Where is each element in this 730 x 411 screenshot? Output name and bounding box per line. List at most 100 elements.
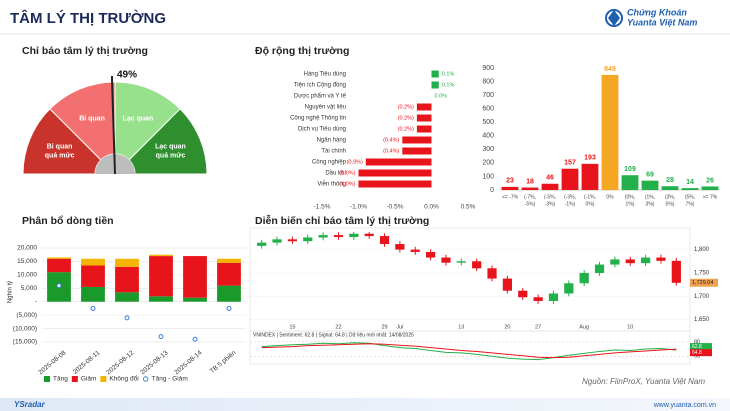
x-tick-label: -1%) — [565, 201, 576, 207]
x-tick-label: Aug — [579, 324, 589, 330]
x-tick-label: 27 — [535, 324, 541, 330]
gauge-needle — [110, 76, 116, 175]
hbar — [416, 114, 432, 122]
stacked-bar — [47, 258, 71, 273]
x-tick-label: 5%) — [666, 201, 675, 207]
x-tick-label: 10 — [627, 324, 633, 330]
footer-band — [0, 398, 730, 411]
hbar — [358, 180, 432, 188]
hbar-value-label: (0.9%) — [347, 159, 363, 165]
gauge-value: 49% — [117, 70, 137, 81]
y-tick-label: 50 — [694, 354, 700, 360]
candle-body — [487, 268, 497, 279]
y-tick-label: (10,000) — [13, 325, 37, 332]
y-tick-label: 900 — [482, 65, 494, 72]
bar-value-label: 18 — [526, 178, 534, 185]
x-tick-label: 1%) — [626, 201, 635, 207]
bar-value-label: 26 — [706, 177, 714, 184]
candle-body — [610, 259, 620, 265]
legend-label: Tăng — [53, 376, 68, 383]
bar-value-label: 46 — [546, 175, 554, 182]
hbar-category: Công nghệ Thông tin — [290, 116, 346, 122]
section-title: Chỉ báo tâm lý thị trường — [22, 45, 148, 57]
x-tick-label: >= 7% — [703, 194, 718, 200]
x-tick-label: (3%, — [665, 194, 675, 200]
stacked-bar — [149, 296, 173, 302]
bar-value-label: 157 — [564, 160, 576, 167]
bar — [561, 168, 579, 190]
legend-swatch — [44, 376, 50, 382]
stacked-bar — [81, 265, 105, 287]
bar-value-label: 23 — [506, 178, 514, 185]
candle-body — [548, 293, 559, 301]
candle-body — [625, 259, 635, 264]
y-tick-label: 10,000 — [17, 272, 37, 279]
x-tick-label: 0%) — [586, 201, 595, 207]
bar-value-label: 109 — [624, 166, 636, 173]
hbar-category: Ngân hàng — [317, 138, 346, 144]
bar — [601, 74, 619, 190]
y-tick-label: 700 — [482, 92, 494, 99]
bar — [701, 186, 719, 190]
candle-body — [533, 297, 543, 301]
x-tick-label: 20 — [504, 324, 510, 330]
hbar — [358, 169, 432, 177]
net-point — [226, 305, 232, 311]
stacked-bar — [81, 258, 105, 266]
x-tick-label: 3%) — [646, 201, 655, 207]
bar — [581, 163, 599, 190]
y-axis-label: Nghìn tỷ — [7, 281, 14, 303]
candle-body — [472, 261, 482, 269]
bar-value-label: 849 — [604, 66, 616, 73]
candle-body — [671, 260, 681, 283]
gauge-segment-label: quá mức — [45, 152, 75, 159]
footer-brand: YSradar — [14, 400, 46, 409]
logo: Chứng Khoán Yuanta Việt Nam — [605, 7, 697, 27]
x-tick-label: 0.0% — [424, 204, 439, 211]
y-tick-label: - — [35, 298, 37, 305]
stacked-bar — [115, 266, 139, 293]
y-tick-label: 300 — [482, 146, 494, 153]
candle-body — [318, 235, 328, 238]
page-title: TÂM LÝ THỊ TRƯỜNG — [10, 9, 166, 27]
hbar — [431, 81, 439, 89]
candle-body — [333, 235, 344, 238]
stacked-bar — [149, 256, 173, 297]
candle-body — [272, 239, 282, 243]
hbar-category: Hàng Tiêu dùng — [304, 72, 346, 78]
logo-text: Chứng Khoán — [627, 7, 687, 17]
x-tick-label: (5%, — [685, 194, 695, 200]
hbar-value-label: 0.1% — [442, 71, 455, 77]
y-tick-label: (15,000) — [13, 339, 37, 346]
bar — [681, 188, 699, 190]
stacked-bar — [81, 286, 105, 302]
bar — [521, 187, 539, 190]
x-tick-label: (-3%, — [564, 194, 576, 200]
last-value-label: 1,729.04 — [692, 280, 713, 286]
x-tick-label: 22 — [335, 324, 341, 330]
gauge-segment-label: Bi quan — [47, 143, 73, 150]
candle-body — [287, 239, 297, 242]
legend-label: Không đổi — [109, 375, 138, 383]
hbar-value-label: (1.0%) — [339, 181, 355, 187]
x-tick-label: (0%, — [625, 194, 635, 200]
hbar — [416, 103, 432, 111]
candle-body — [395, 244, 405, 250]
hbar-value-label: (0.2%) — [398, 126, 414, 132]
bar-value-label: 14 — [686, 179, 694, 186]
bar-value-label: 69 — [646, 171, 654, 178]
net-point — [158, 334, 164, 340]
candle-body — [579, 272, 589, 284]
hbar — [431, 70, 439, 78]
indicator-line — [261, 342, 677, 361]
hbar-value-label: 0.1% — [442, 82, 455, 88]
logo-text: Yuanta Việt Nam — [627, 17, 697, 27]
net-point — [90, 305, 96, 311]
x-tick-label: 13 — [458, 324, 464, 330]
bar — [501, 186, 519, 190]
y-tick-label: 200 — [482, 160, 494, 167]
hbar-value-label: (0.4%) — [383, 137, 399, 143]
y-tick-label: 15,000 — [17, 258, 37, 265]
candle-body — [594, 264, 605, 273]
